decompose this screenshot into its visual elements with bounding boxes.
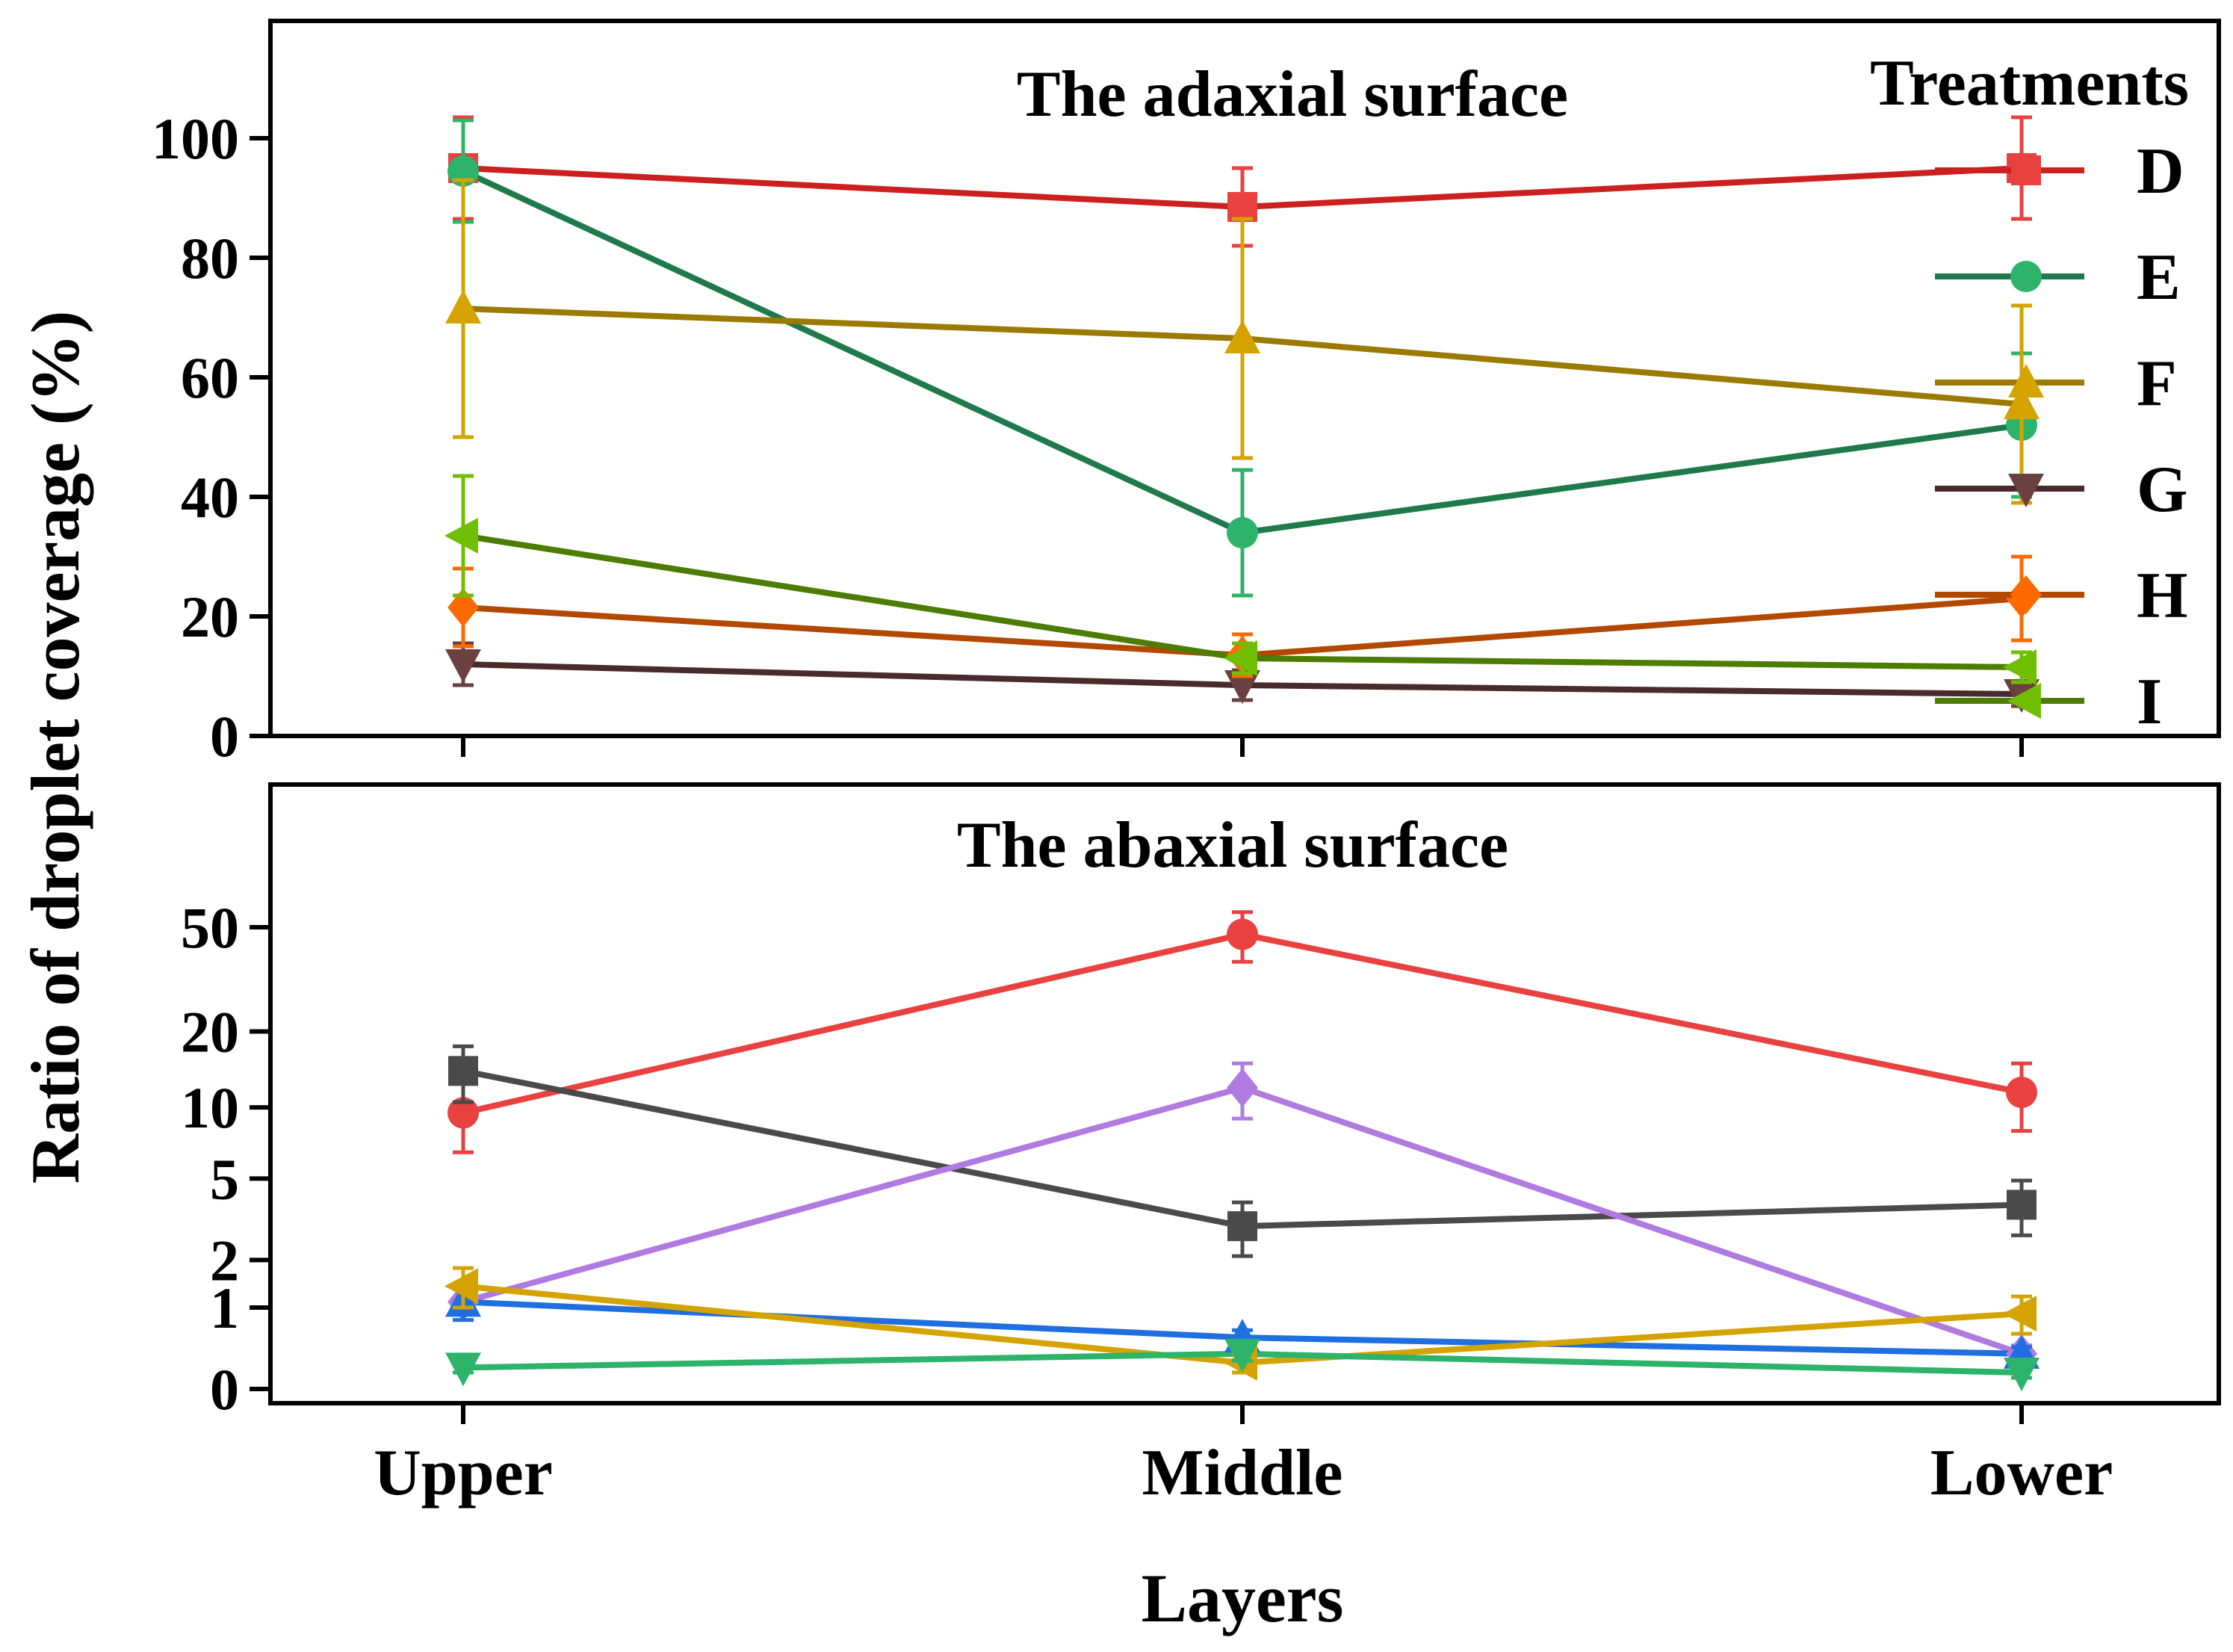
top-panel: 0 20 40 60 80 100 The adaxial surface Treatment… — [152, 19, 2221, 769]
x-tick-label: Lower — [1930, 1437, 2113, 1509]
legend-label: I — [2137, 666, 2162, 738]
y-tick-label: 100 — [152, 106, 239, 171]
y-tick-label: 60 — [181, 345, 239, 410]
y-tick-label: 10 — [181, 1075, 239, 1140]
y-tick-label: 5 — [210, 1146, 239, 1211]
data-point-h-upper — [447, 588, 479, 627]
legend-item-i: I — [1935, 666, 2162, 738]
data-point-f-lower — [2004, 386, 2040, 419]
data-point-gold-triangle-upper — [445, 1268, 478, 1305]
y-tick-label: 40 — [181, 465, 239, 530]
data-point-gray-square-upper — [448, 1056, 478, 1086]
data-point-f-upper — [445, 290, 481, 324]
data-point-i-upper — [445, 518, 478, 554]
y-tick-label: 80 — [181, 226, 239, 291]
legend-item-g: G — [1935, 454, 2187, 526]
x-tick-label: Middle — [1142, 1437, 1343, 1509]
data-point-green-triangle-middle — [1224, 1338, 1260, 1373]
data-point-i-lower — [2003, 649, 2037, 685]
legend-label: H — [2137, 560, 2187, 632]
y-tick-label: 1 — [210, 1275, 239, 1340]
legend-item-f: F — [1935, 347, 2177, 420]
legend-marker — [2010, 261, 2042, 292]
data-point-purple-diamond-middle — [1227, 1068, 1258, 1107]
legend-label: E — [2137, 241, 2181, 314]
data-point-d-middle — [1227, 192, 1257, 222]
legend-item-d: D — [1935, 135, 2184, 208]
data-point-red-circle-lower — [2006, 1077, 2037, 1109]
series-points-f — [445, 178, 2040, 505]
bottom-panel: 0 12 510 20 50 The abaxial surface — [181, 782, 2221, 1424]
legend-item-e: E — [1935, 241, 2181, 314]
series-points-red-circle — [447, 910, 2037, 1154]
data-point-red-circle-upper — [447, 1097, 479, 1129]
data-point-green-triangle-upper — [445, 1352, 481, 1387]
x-tick-label: Upper — [374, 1437, 553, 1509]
y-axis-label: Ratio of droplet coverage (%) — [17, 311, 93, 1184]
data-point-i-middle — [1224, 640, 1257, 676]
series-points-i — [445, 474, 2037, 685]
series-points-green-triangle — [445, 1338, 2040, 1392]
panel-title: The abaxial surface — [957, 809, 1508, 882]
legend-marker — [2008, 474, 2044, 507]
data-point-gold-triangle-lower — [2003, 1296, 2037, 1332]
data-point-gray-square-middle — [1227, 1211, 1257, 1242]
data-point-g-middle — [1224, 670, 1260, 704]
data-point-red-circle-middle — [1227, 918, 1258, 950]
legend-title: Treatments — [1870, 47, 2189, 120]
legend-marker — [2010, 575, 2042, 614]
data-point-g-upper — [445, 649, 481, 683]
y-tick-label: 20 — [181, 999, 239, 1064]
legend-marker — [2007, 683, 2041, 719]
y-tick-label: 2 — [210, 1228, 239, 1293]
data-point-f-middle — [1224, 320, 1260, 353]
data-point-gray-square-lower — [2007, 1189, 2037, 1220]
panel-title: The adaxial surface — [1017, 58, 1568, 131]
legend-label: G — [2137, 454, 2187, 526]
y-tick-label: 50 — [181, 895, 239, 960]
legend-item-h: H — [1935, 560, 2187, 632]
legend-marker — [2008, 364, 2044, 397]
series-points-gray-square — [448, 1044, 2037, 1258]
data-point-green-triangle-lower — [2004, 1358, 2040, 1392]
y-tick-label: 20 — [181, 584, 239, 649]
legend-marker — [2011, 155, 2041, 185]
legend-label: F — [2137, 347, 2177, 420]
x-axis-label: Layers — [1142, 1560, 1344, 1636]
shared-labels: Upper Middle Lower Layers Ratio of droplet c… — [17, 311, 2113, 1636]
y-tick-label: 0 — [210, 704, 239, 769]
y-tick-label: 0 — [210, 1357, 239, 1422]
legend-label: D — [2137, 135, 2184, 208]
data-point-e-middle — [1227, 517, 1258, 548]
